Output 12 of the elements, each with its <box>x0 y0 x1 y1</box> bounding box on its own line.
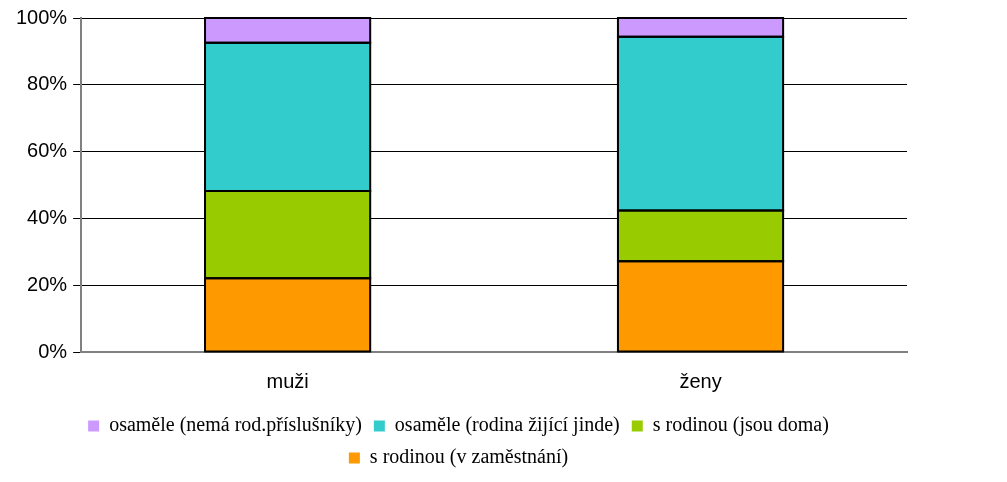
y-tick-label: 80% <box>27 72 68 95</box>
legend-label: osaměle (nemá rod.příslušníky) <box>109 413 362 437</box>
y-tick-label: 0% <box>38 339 68 362</box>
legend-label: s rodinou (jsou doma) <box>652 413 829 437</box>
y-tick-label: 40% <box>27 205 68 228</box>
x-tick-label: muži <box>266 369 309 392</box>
y-tick-label: 60% <box>27 139 68 162</box>
legend-label: s rodinou (v zaměstnání) <box>369 445 569 469</box>
y-tick-label: 100% <box>16 5 68 28</box>
legend-label: osaměle (rodina žijící jinde) <box>394 413 620 437</box>
x-tick-label: ženy <box>679 369 722 392</box>
y-tick-label: 20% <box>27 272 68 295</box>
